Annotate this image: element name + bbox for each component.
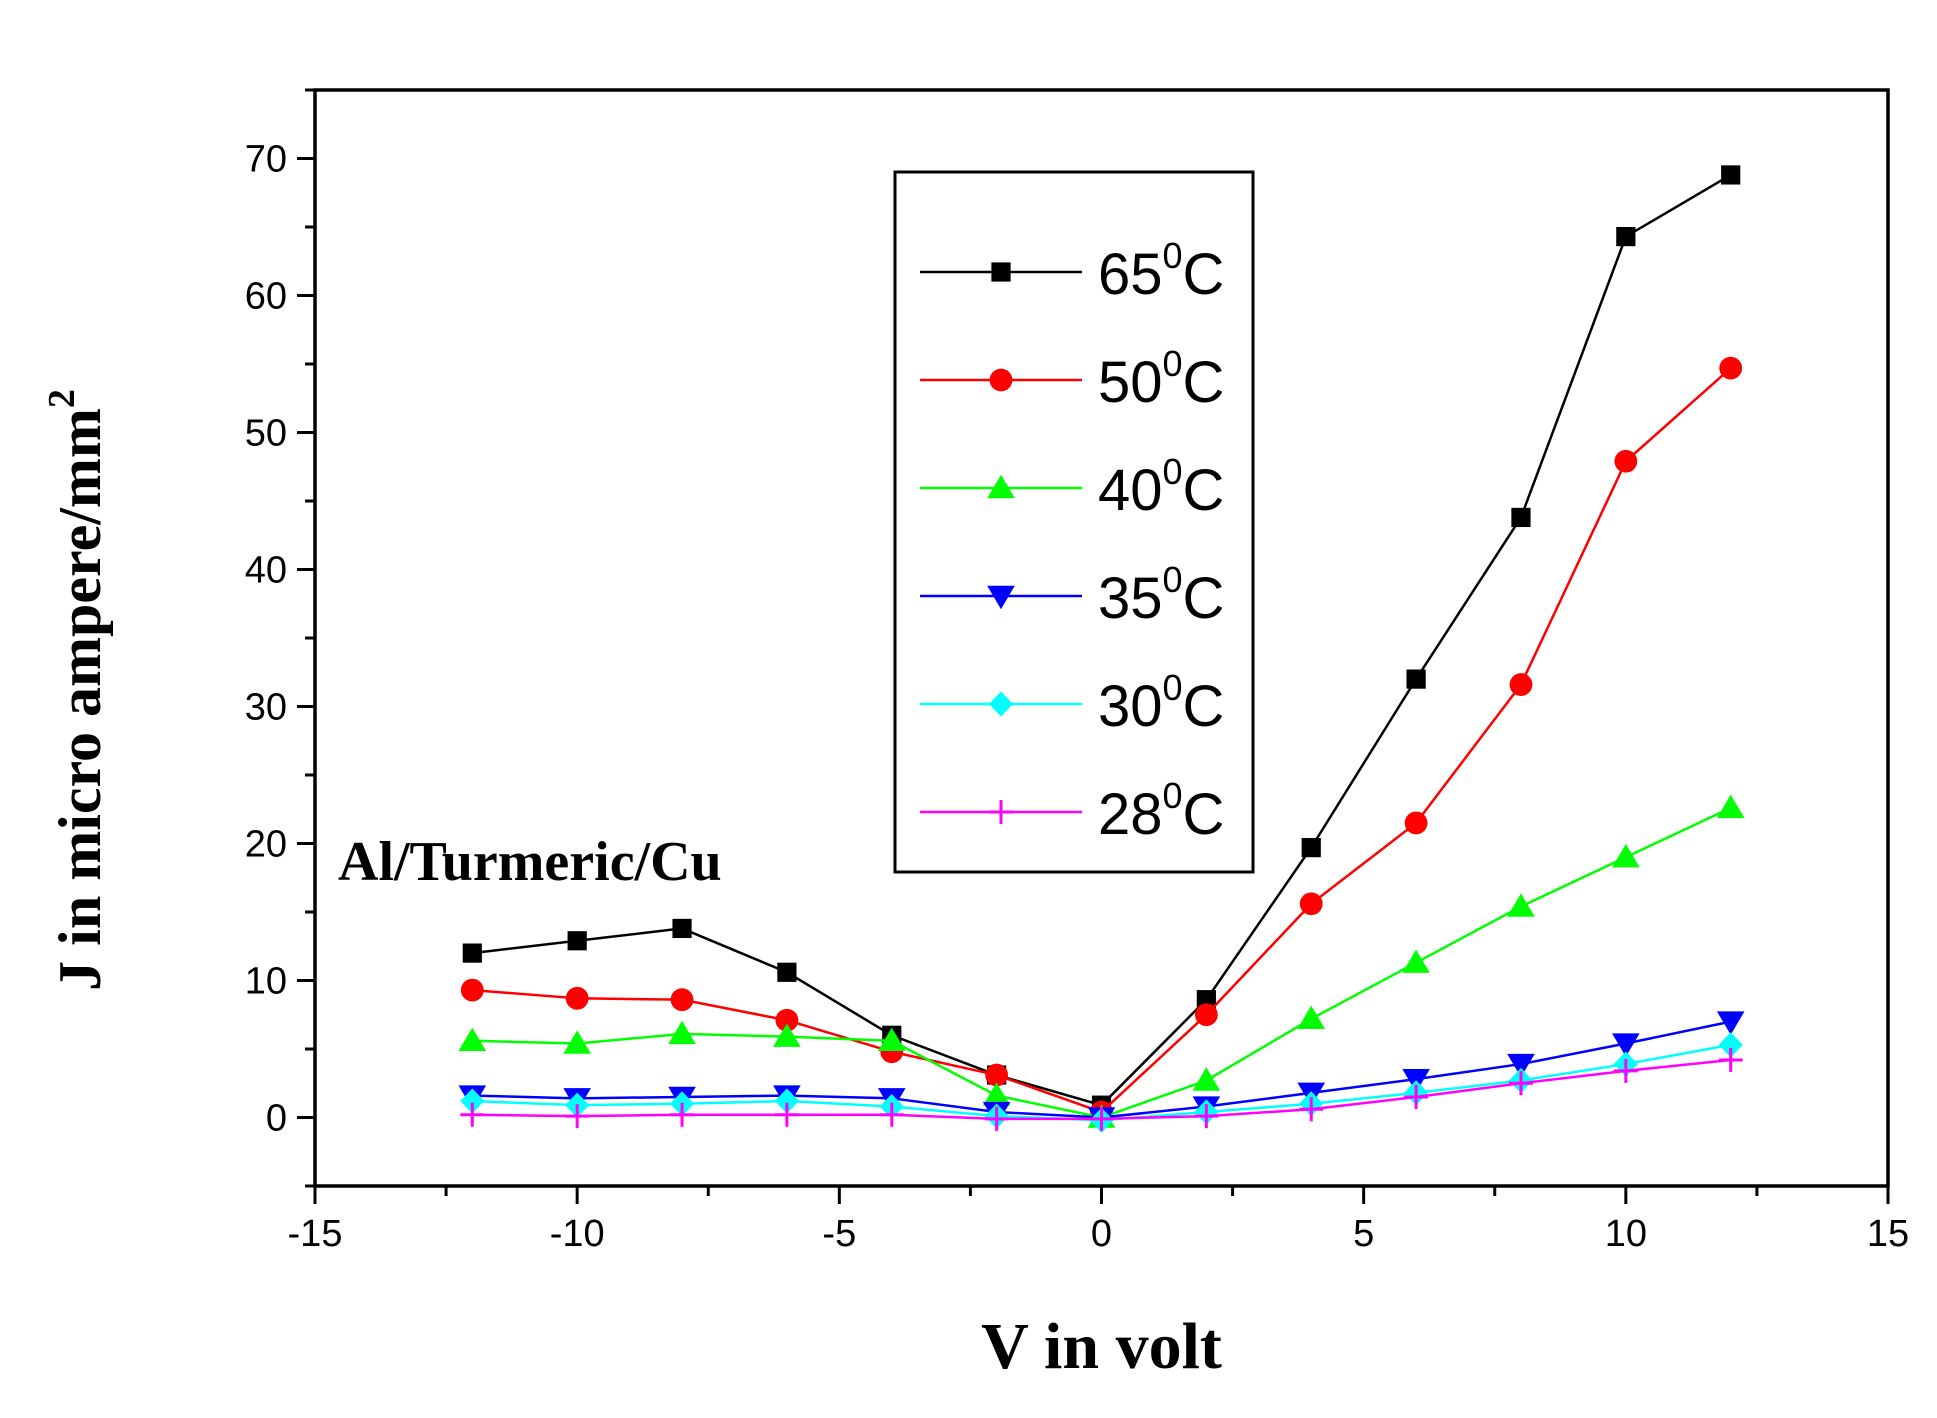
y-tick-label: 10 bbox=[245, 961, 287, 1003]
data-point bbox=[1192, 1067, 1221, 1091]
plot-frame bbox=[313, 88, 1890, 1188]
x-tick-label: 10 bbox=[1605, 1213, 1647, 1255]
y-axis-title: J in micro ampere/mm2 bbox=[41, 389, 113, 991]
data-point bbox=[1511, 507, 1531, 528]
data-point bbox=[1612, 844, 1640, 868]
data-point bbox=[774, 1088, 799, 1114]
data-point bbox=[1509, 673, 1533, 696]
data-point bbox=[1299, 892, 1323, 916]
data-point bbox=[462, 943, 482, 963]
data-point bbox=[777, 962, 797, 982]
data-point bbox=[458, 1027, 487, 1051]
data-point bbox=[563, 1030, 591, 1054]
data-point bbox=[985, 1063, 1009, 1087]
x-axis-title: V in volt bbox=[981, 1310, 1222, 1383]
data-point bbox=[1404, 1084, 1429, 1109]
x-tick-label: -15 bbox=[288, 1213, 343, 1255]
legend-item: 350C bbox=[920, 559, 1224, 631]
data-point bbox=[1089, 1106, 1114, 1131]
x-tick-label: 15 bbox=[1867, 1213, 1909, 1255]
legend-marker bbox=[989, 800, 1013, 824]
x-tick-labels: -15 -10 -5 0 5 10 15 bbox=[288, 1213, 1910, 1255]
data-point bbox=[1194, 1104, 1219, 1129]
series-28C bbox=[460, 1047, 1743, 1131]
data-point bbox=[984, 1106, 1009, 1131]
data-point bbox=[877, 1027, 906, 1051]
data-point bbox=[1508, 1071, 1533, 1096]
data-point bbox=[1612, 1033, 1640, 1057]
data-point bbox=[982, 1082, 1011, 1106]
y-tick-label: 30 bbox=[245, 687, 287, 729]
y-axis-title-group: J in micro ampere/mm2 bbox=[41, 389, 113, 991]
y-tick-label: 40 bbox=[245, 550, 287, 592]
legend-item: 400C bbox=[920, 451, 1224, 523]
y-tick-label: 20 bbox=[245, 824, 287, 866]
data-point bbox=[1719, 356, 1743, 380]
y-tick-label: 0 bbox=[266, 1098, 287, 1140]
data-point bbox=[1614, 449, 1638, 473]
data-point bbox=[1616, 226, 1636, 247]
legend-marker bbox=[989, 368, 1013, 392]
chart-annotation: Al/Turmeric/Cu bbox=[338, 831, 722, 893]
y-tick-labels: 0 10 20 30 40 50 60 70 bbox=[245, 139, 287, 1140]
legend-marker bbox=[989, 691, 1013, 717]
data-point bbox=[1194, 1003, 1218, 1027]
legend-item: 500C bbox=[920, 343, 1224, 415]
data-point bbox=[1406, 669, 1426, 689]
data-point bbox=[460, 1088, 485, 1114]
data-point bbox=[668, 1020, 696, 1045]
data-point bbox=[670, 1102, 695, 1127]
data-point bbox=[1404, 811, 1428, 835]
x-tick-label: -10 bbox=[550, 1213, 605, 1255]
x-tick-label: -5 bbox=[822, 1213, 856, 1255]
data-point bbox=[1716, 1011, 1745, 1035]
data-point bbox=[1297, 1005, 1326, 1030]
data-point bbox=[1718, 1047, 1743, 1072]
data-point bbox=[1301, 838, 1321, 858]
legend-item: 650C bbox=[920, 235, 1224, 307]
data-point bbox=[1299, 1097, 1324, 1122]
data-point bbox=[565, 986, 589, 1010]
data-point bbox=[879, 1102, 904, 1127]
legend-item: 280C bbox=[920, 775, 1224, 847]
legend-marker bbox=[987, 585, 1015, 610]
data-point bbox=[1507, 1053, 1535, 1078]
axis-ticks bbox=[297, 88, 1890, 1204]
y-tick-label: 50 bbox=[245, 413, 287, 455]
legend-label: 400C bbox=[1098, 451, 1224, 523]
legend-label: 500C bbox=[1098, 343, 1224, 415]
legend-label: 300C bbox=[1098, 667, 1224, 739]
data-point bbox=[1402, 949, 1430, 973]
legend-label: 350C bbox=[1098, 559, 1224, 631]
legend-marker bbox=[987, 474, 1015, 499]
legend-item: 300C bbox=[920, 667, 1224, 739]
legend-marker bbox=[991, 262, 1011, 282]
y-tick-label: 70 bbox=[245, 139, 287, 181]
data-point bbox=[774, 1102, 799, 1127]
x-tick-label: 5 bbox=[1353, 1213, 1374, 1255]
data-point bbox=[565, 1104, 590, 1129]
legend-box bbox=[893, 170, 1255, 874]
data-point bbox=[567, 931, 587, 951]
data-point bbox=[670, 988, 694, 1012]
y-tick-label: 60 bbox=[245, 276, 287, 318]
y-axis-title-text: J in micro ampere/mm bbox=[47, 408, 113, 991]
data-point bbox=[1718, 1032, 1743, 1058]
data-point bbox=[1716, 794, 1745, 819]
data-point bbox=[460, 978, 484, 1002]
data-point bbox=[460, 1102, 485, 1127]
data-point bbox=[1613, 1058, 1638, 1083]
data-point bbox=[1721, 165, 1741, 185]
x-tick-label: 0 bbox=[1091, 1213, 1112, 1255]
data-point bbox=[1507, 893, 1535, 917]
legend: 650C 500C 400C 350C 300C 280C bbox=[893, 170, 1255, 874]
series-layer bbox=[458, 165, 1745, 1133]
legend-label: 280C bbox=[1098, 775, 1224, 847]
data-point bbox=[672, 918, 692, 939]
data-point bbox=[773, 1023, 801, 1047]
legend-label: 650C bbox=[1098, 235, 1224, 307]
data-point bbox=[775, 1008, 799, 1032]
y-axis-title-superscript: 2 bbox=[41, 389, 83, 408]
